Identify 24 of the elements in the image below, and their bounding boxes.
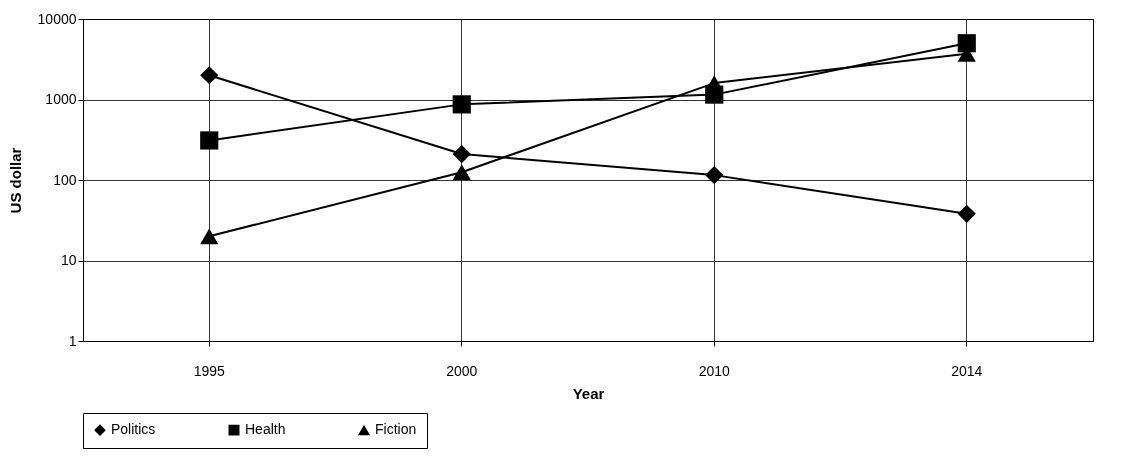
point [452, 164, 471, 181]
point [200, 131, 219, 150]
y-axis-title: US dollar [6, 147, 24, 214]
point [200, 66, 219, 85]
y-tick-label: 100 [53, 171, 77, 188]
y-tick-label: 1 [68, 332, 77, 349]
x-tick-label: 1995 [193, 362, 226, 379]
point [200, 228, 219, 245]
x-axis-title: Year [572, 384, 605, 402]
x-tick-label: 2000 [446, 362, 478, 379]
legend-label: Fiction [375, 421, 417, 438]
legend-label: Health [245, 421, 286, 438]
y-tick-label: 10 [60, 252, 77, 268]
point [705, 75, 724, 91]
y-tick-label: 10000 [37, 10, 77, 27]
point [705, 166, 724, 185]
point [452, 144, 471, 164]
point [957, 204, 976, 223]
point [957, 34, 976, 53]
x-tick-label: 2014 [951, 362, 983, 379]
legend-label: Politics [111, 421, 156, 438]
x-tick-label: 2010 [698, 362, 731, 379]
point [452, 95, 471, 114]
y-tick-label: 1000 [45, 91, 77, 107]
